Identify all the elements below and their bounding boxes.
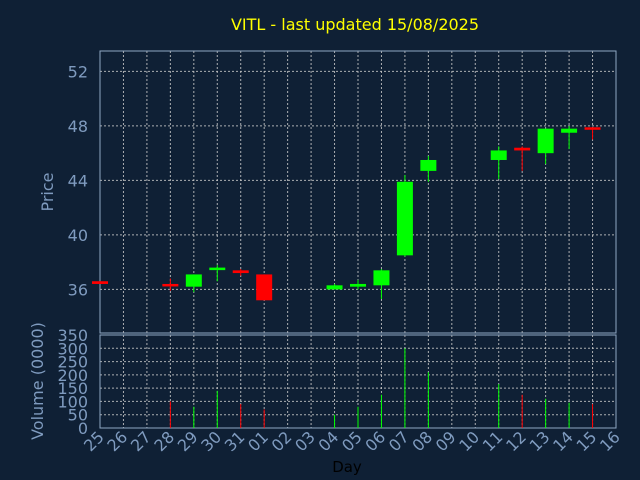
candle-body (514, 147, 531, 151)
candle-body (561, 128, 578, 133)
x-axis-label: Day (332, 458, 362, 476)
candle-body (232, 270, 249, 274)
candle-body (209, 267, 226, 271)
candle-body (185, 274, 202, 287)
price-tick-label: 36 (68, 280, 88, 299)
chart-title: VITL - last updated 15/08/2025 (231, 15, 479, 34)
volume-tick-label: 200 (57, 366, 88, 385)
candle-body (256, 274, 273, 301)
price-plot-frame (99, 50, 617, 334)
price-panel: 36 40 44 48 52 (68, 50, 617, 334)
candle-body (350, 283, 366, 287)
candle-body (162, 283, 179, 287)
price-tick-label: 44 (68, 171, 88, 190)
volume-tick-label: 0 (78, 419, 88, 438)
volume-tick-label: 150 (57, 379, 88, 398)
price-tick-label: 48 (68, 117, 88, 136)
candle-body (420, 159, 437, 171)
candle-body (490, 150, 507, 160)
volume-axis-label: Volume (0000) (28, 322, 47, 440)
candle-body (584, 127, 601, 130)
x-axis: 2526272829303101020304050607080910111213… (80, 427, 624, 455)
volume-tick-label: 350 (57, 326, 88, 345)
price-tick-label: 40 (68, 226, 88, 245)
volume-tick-label: 300 (57, 339, 88, 358)
candle-body (537, 128, 554, 154)
price-tick-label: 52 (68, 62, 88, 81)
volume-tick-label: 250 (57, 353, 88, 372)
volume-tick-label: 50 (68, 406, 88, 425)
candle-body (396, 181, 413, 256)
candle-body (326, 285, 343, 290)
price-axis-label: Price (38, 172, 57, 211)
candle-body (373, 270, 390, 286)
candle-body (92, 281, 108, 284)
volume-tick-label: 100 (57, 392, 88, 411)
